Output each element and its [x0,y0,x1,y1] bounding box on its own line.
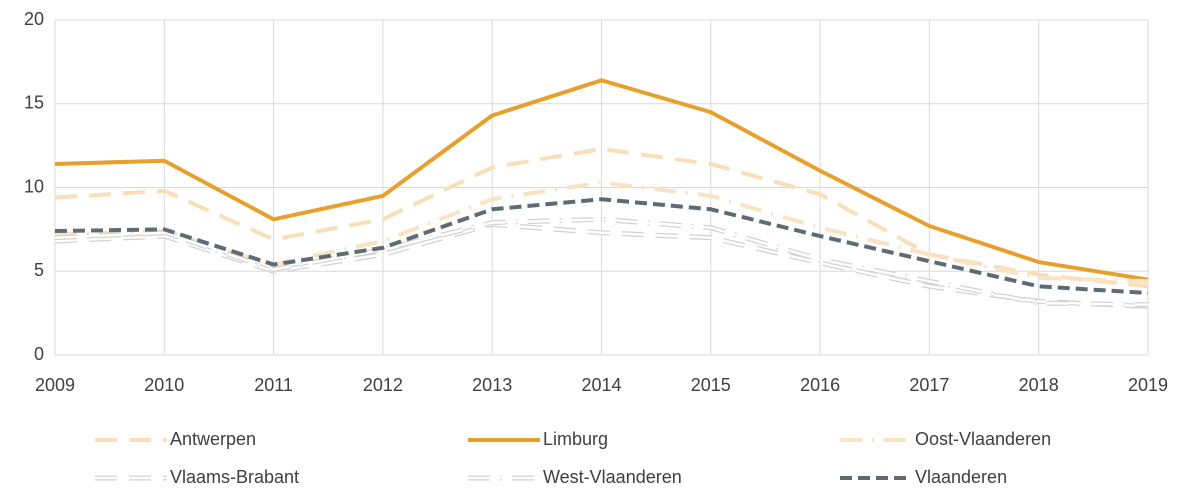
y-tick-label: 5 [34,260,44,280]
x-tick-label: 2015 [691,375,731,395]
x-tick-label: 2014 [581,375,621,395]
x-tick-label: 2018 [1019,375,1059,395]
y-tick-label: 10 [24,176,44,196]
series-line-inner [54,218,1149,306]
x-tick-label: 2017 [909,375,949,395]
x-tick-label: 2012 [363,375,403,395]
legend-label: Oost-Vlaanderen [915,429,1051,449]
y-tick-label: 0 [34,344,44,364]
legend-label: West-Vlaanderen [543,467,682,487]
x-tick-label: 2013 [472,375,512,395]
series-line [54,78,1149,282]
y-tick-label: 20 [24,9,44,29]
legend-label: Limburg [543,429,608,449]
legend-label: Antwerpen [170,429,256,449]
x-tick-label: 2010 [144,375,184,395]
x-tick-label: 2016 [800,375,840,395]
legend-label: Vlaanderen [915,467,1007,487]
x-tick-label: 2009 [35,375,75,395]
series-line [54,197,1149,296]
y-tick-label: 15 [24,93,44,113]
x-tick-label: 2011 [254,375,293,395]
legend-label: Vlaams-Brabant [170,467,299,487]
x-tick-label: 2019 [1128,375,1168,395]
